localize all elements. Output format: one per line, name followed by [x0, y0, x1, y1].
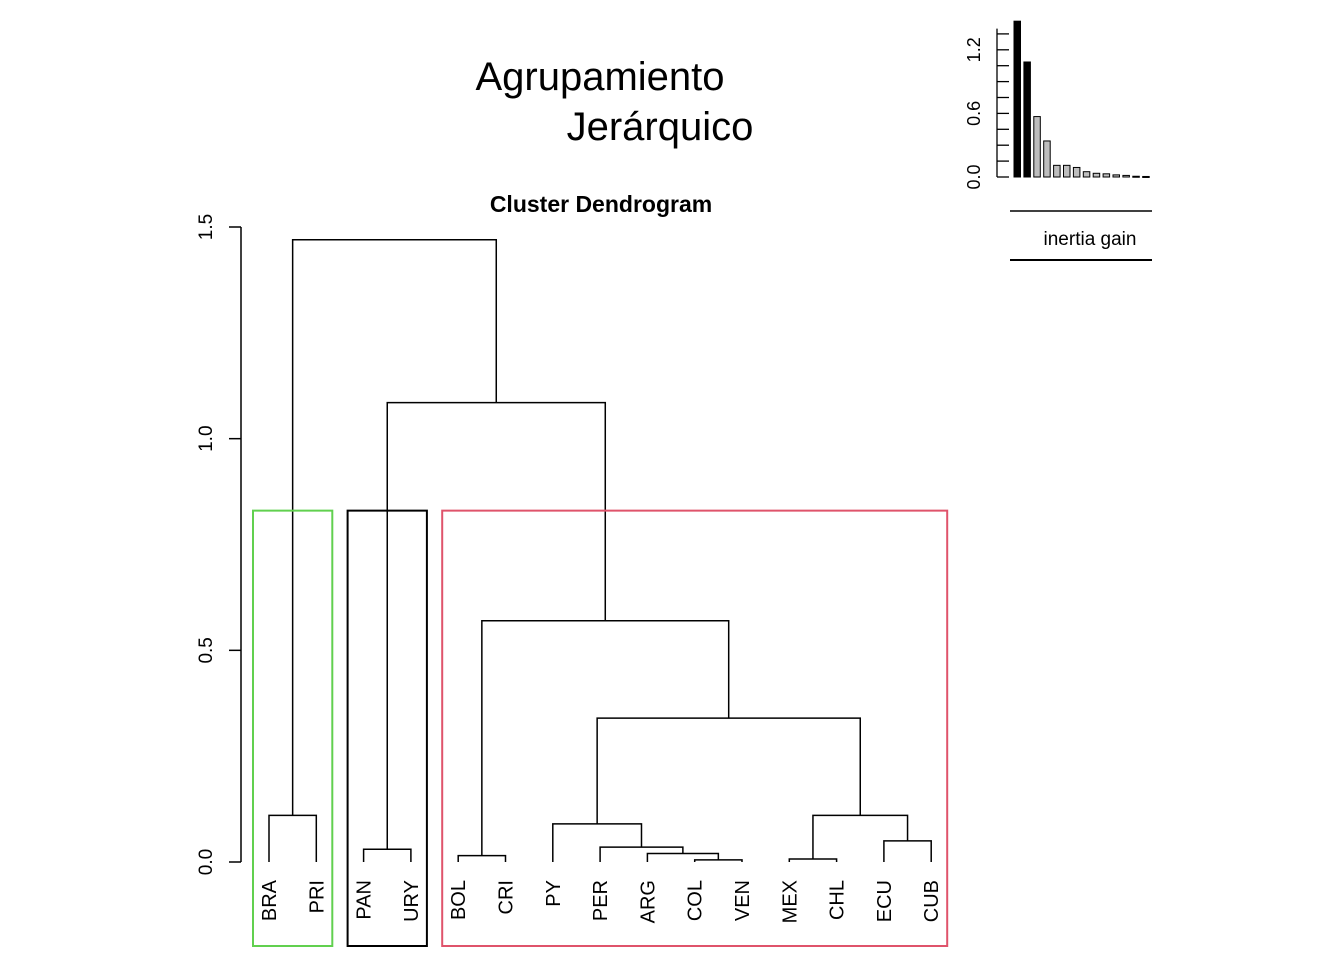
- inset-bars: [1013, 20, 1150, 178]
- leaf-label: BOL: [448, 880, 470, 920]
- inset-bar: [1043, 140, 1051, 178]
- leaf-label: COL: [685, 880, 707, 921]
- merge-link: [693, 859, 743, 862]
- merge-link: [457, 854, 507, 862]
- inset-bar: [1023, 61, 1031, 178]
- inset-bar: [1082, 171, 1091, 178]
- leaf-label: CHL: [827, 880, 849, 920]
- dendrogram-tree: [268, 238, 932, 862]
- inset-tick-label: 0.0: [964, 164, 984, 189]
- merge-link: [788, 858, 838, 862]
- merge-link: [481, 619, 730, 856]
- leaf-labels: BRA PRI PAN URY BOL CRI PY PER ARG COL VEN MEX CHL EC…: [259, 879, 943, 923]
- merge-link: [596, 717, 861, 824]
- y-axis: 0.0 0.5 1.0 1.5: [196, 214, 242, 875]
- merge-link: [599, 846, 684, 862]
- dendrogram-subtitle: Cluster Dendrogram: [490, 191, 712, 217]
- cluster-rectangles: [252, 509, 949, 947]
- inset-xlabel: inertia gain: [1044, 229, 1137, 250]
- cluster-rectangle: [252, 509, 334, 947]
- inset-bar: [1092, 172, 1101, 178]
- y-tick-label: 0.0: [196, 849, 217, 875]
- inset-bar: [1063, 164, 1071, 178]
- leaf-label: PER: [590, 880, 612, 921]
- inset-bar: [1102, 173, 1111, 178]
- y-tick-label: 0.5: [196, 637, 217, 663]
- merge-link: [812, 814, 909, 860]
- main-title-line-1: Agrupamiento: [475, 55, 724, 99]
- merge-link: [268, 814, 318, 862]
- inset-bar: [1122, 174, 1130, 178]
- inset-bar: [1013, 20, 1021, 178]
- leaf-label: MEX: [779, 880, 801, 923]
- inset-tick-label: 0.6: [964, 101, 984, 126]
- leaf-label: PRI: [306, 880, 328, 913]
- merge-link: [552, 823, 643, 862]
- y-tick-label: 1.0: [196, 425, 217, 451]
- inset-bar: [1033, 116, 1041, 178]
- leaf-label: URY: [401, 880, 423, 922]
- y-tick-label: 1.5: [196, 214, 217, 240]
- leaf-label: VEN: [732, 880, 754, 921]
- inset-bar: [1132, 175, 1140, 178]
- leaf-label: BRA: [259, 879, 281, 921]
- inset-tick-label: 1.2: [964, 37, 984, 62]
- leaf-label: PAN: [354, 880, 376, 920]
- inset-bar: [1142, 175, 1150, 178]
- merge-link: [291, 238, 498, 816]
- cluster-rectangle: [441, 509, 949, 947]
- leaf-label: CUB: [921, 880, 943, 922]
- merge-link: [386, 401, 607, 850]
- merge-link: [362, 848, 412, 862]
- leaf-label: ARG: [637, 880, 659, 923]
- inset-bar: [1053, 164, 1061, 178]
- inset-bar: [1112, 174, 1120, 178]
- merge-link: [646, 852, 720, 862]
- inset-bar: [1072, 166, 1081, 178]
- main-title-line-2: Jerárquico: [567, 105, 754, 149]
- leaf-label: PY: [543, 880, 565, 907]
- cluster-rectangle: [346, 509, 428, 947]
- inertia-gain-inset: 0.0 0.6 1.2 inertia gain: [964, 20, 1152, 261]
- merge-link: [883, 840, 932, 862]
- leaf-label: CRI: [496, 880, 518, 914]
- inset-y-axis: 0.0 0.6 1.2: [964, 28, 1009, 190]
- leaf-label: ECU: [874, 880, 896, 922]
